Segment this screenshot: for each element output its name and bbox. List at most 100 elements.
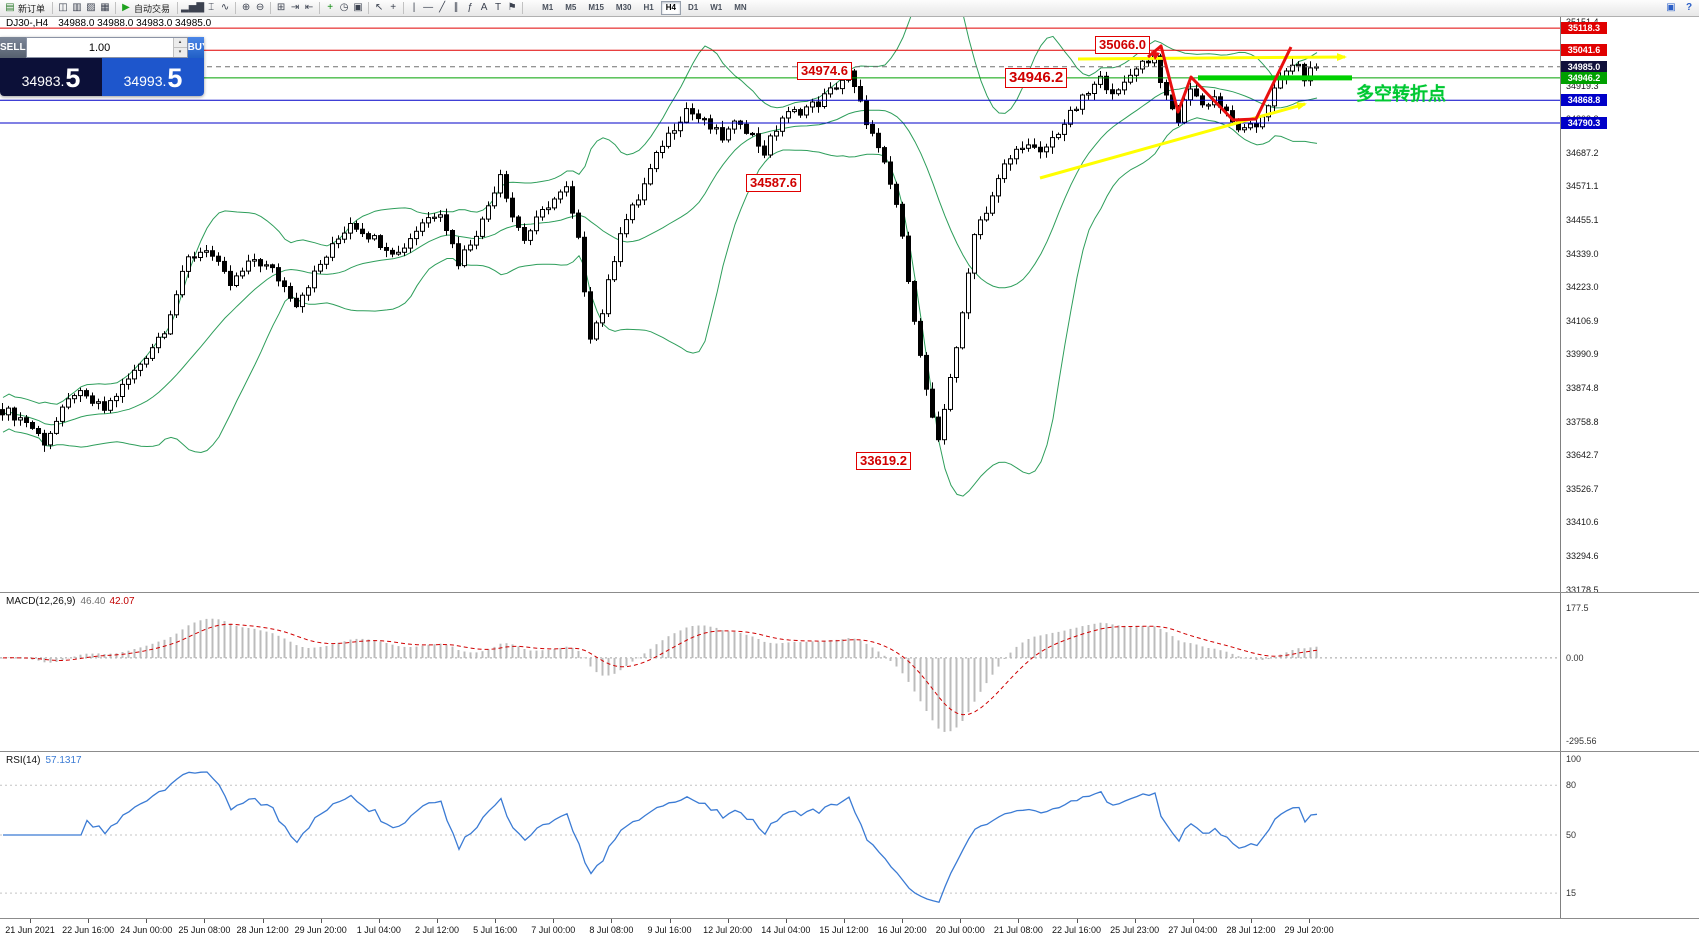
price-callout[interactable]: 35066.0 xyxy=(1095,36,1150,54)
panel-divider[interactable] xyxy=(0,918,1699,919)
macd-histogram-bar xyxy=(619,657,622,671)
price-callout[interactable]: 33619.2 xyxy=(856,452,911,470)
data-window-icon[interactable]: ▦ xyxy=(100,2,110,13)
time-label: 9 Jul 16:00 xyxy=(647,925,692,935)
zoom-out-icon[interactable]: ⊖ xyxy=(255,2,265,13)
fibonacci-icon[interactable]: ƒ xyxy=(467,2,473,13)
macd-histogram-bar xyxy=(1033,636,1036,658)
periods-icon[interactable]: ◷ xyxy=(339,2,349,13)
timeframe-w1[interactable]: W1 xyxy=(710,3,723,12)
bar-chart-icon[interactable]: ▂▅▇ xyxy=(181,2,205,13)
rsi-panel[interactable] xyxy=(0,752,1560,918)
time-tick xyxy=(611,919,613,923)
macd-histogram-bar xyxy=(1057,631,1060,658)
rsi-axis-label: 80 xyxy=(1566,780,1577,791)
toolbar-right-icons: ▣? xyxy=(1664,1,1699,15)
time-tick xyxy=(378,919,380,923)
auto-trading-label[interactable]: 自动交易 xyxy=(134,3,171,14)
trendline-icon[interactable]: ╱ xyxy=(439,2,446,13)
price-tick: 34455.1 xyxy=(1566,215,1599,226)
candle-body xyxy=(60,406,65,422)
macd-histogram-bar xyxy=(1219,650,1222,658)
timeframe-h4[interactable]: H4 xyxy=(660,1,681,15)
timeframe-mn[interactable]: MN xyxy=(734,3,747,12)
vertical-line-icon[interactable]: | xyxy=(412,2,416,13)
price-callout[interactable]: 34587.6 xyxy=(746,174,801,192)
candle-body xyxy=(204,250,209,253)
yellow-trendline[interactable] xyxy=(1077,53,1347,62)
new-order-icon[interactable]: ▤ xyxy=(5,2,15,13)
buy-button[interactable]: BUY xyxy=(187,37,204,58)
time-tick xyxy=(843,919,845,923)
line-chart-icon[interactable]: ∿ xyxy=(220,2,230,13)
new-order-label[interactable]: 新订单 xyxy=(18,3,46,14)
auto-trading-icon[interactable]: ▶ xyxy=(122,2,130,13)
red-zigzag-line[interactable] xyxy=(1147,44,1293,122)
panel-divider[interactable] xyxy=(0,751,1699,752)
chart-shift-icon[interactable]: ⇤ xyxy=(304,2,314,13)
zoom-in-icon[interactable]: ⊕ xyxy=(241,2,251,13)
candle-body xyxy=(492,192,497,207)
text-label-icon[interactable]: T xyxy=(495,2,502,13)
timeframe-m1[interactable]: M1 xyxy=(542,3,554,12)
timeframe-m5[interactable]: M5 xyxy=(565,3,577,12)
turning-point-label[interactable]: 多空转折点 xyxy=(1356,84,1446,104)
sell-price-button[interactable]: 34983. 5 xyxy=(0,58,102,96)
chart-window-icon[interactable]: ◫ xyxy=(58,2,68,13)
macd-histogram-bar xyxy=(469,652,472,658)
rsi-line xyxy=(3,771,1318,903)
horizontal-line-icon[interactable]: — xyxy=(423,2,434,13)
macd-histogram-bar xyxy=(811,641,814,658)
profiles-icon[interactable]: ▥ xyxy=(72,2,82,13)
timeframe-m30[interactable]: M30 xyxy=(615,3,632,12)
price-axis[interactable]: 35151.435035.334919.334803.234687.234571… xyxy=(1560,0,1699,942)
indicators-icon[interactable]: + xyxy=(327,2,334,13)
macd-histogram-bar xyxy=(595,657,598,673)
cursor-icon[interactable]: ↖ xyxy=(374,2,384,13)
candlestick-chart-icon[interactable]: ⌶ xyxy=(208,2,215,13)
arrows-icon[interactable]: ⚑ xyxy=(507,2,517,13)
candle-body xyxy=(612,261,617,281)
price-callout[interactable]: 34974.6 xyxy=(797,62,852,80)
text-icon[interactable]: A xyxy=(480,2,488,13)
candle-body xyxy=(1056,133,1061,139)
main-chart[interactable] xyxy=(0,16,1560,592)
help-icon[interactable]: ? xyxy=(1685,2,1693,13)
tile-windows-icon[interactable]: ⊞ xyxy=(276,2,286,13)
macd-panel[interactable] xyxy=(0,593,1560,751)
candle-body xyxy=(258,259,263,267)
macd-histogram-bar xyxy=(583,657,586,659)
auto-scroll-icon[interactable]: ⇥ xyxy=(290,2,300,13)
timeframe-d1[interactable]: D1 xyxy=(687,3,699,12)
candle-body xyxy=(48,432,53,446)
macd-histogram-bar xyxy=(1243,657,1246,659)
candle-body xyxy=(1104,75,1109,91)
yellow-trendline[interactable] xyxy=(1039,102,1307,180)
crosshair-icon[interactable]: + xyxy=(390,2,397,13)
macd-histogram-bar xyxy=(181,629,184,658)
volume-down-button[interactable]: ▾ xyxy=(173,47,187,57)
sell-button[interactable]: SELL xyxy=(0,37,26,58)
candle-body xyxy=(648,168,653,185)
candle-body xyxy=(294,297,299,308)
timeframe-h1[interactable]: H1 xyxy=(643,3,654,12)
panel-divider[interactable] xyxy=(0,592,1699,593)
macd-histogram-bar xyxy=(625,657,628,667)
new-window-icon[interactable]: ▣ xyxy=(1666,2,1676,13)
buy-price-button[interactable]: 34993. 5 xyxy=(102,58,204,96)
market-watch-icon[interactable]: ▨ xyxy=(86,2,96,13)
timeframe-m15[interactable]: M15 xyxy=(588,3,604,12)
price-callout[interactable]: 34946.2 xyxy=(1005,68,1068,88)
red-arrow-marker[interactable] xyxy=(1151,51,1160,60)
candle-body xyxy=(366,233,371,240)
templates-icon[interactable]: ▣ xyxy=(353,2,363,13)
equidistant-channel-icon[interactable]: ∥ xyxy=(453,2,459,13)
volume-input[interactable] xyxy=(26,38,173,57)
candle-body xyxy=(426,217,431,224)
candle-body xyxy=(354,223,359,230)
time-axis[interactable]: 21 Jun 2021 22 Jun 16:00 24 Jun 00:00 25 Ju… xyxy=(0,919,1699,942)
macd-histogram-bar xyxy=(145,645,148,658)
candle-body xyxy=(1074,108,1079,112)
candle-body xyxy=(1266,105,1271,118)
volume-up-button[interactable]: ▴ xyxy=(173,38,187,47)
